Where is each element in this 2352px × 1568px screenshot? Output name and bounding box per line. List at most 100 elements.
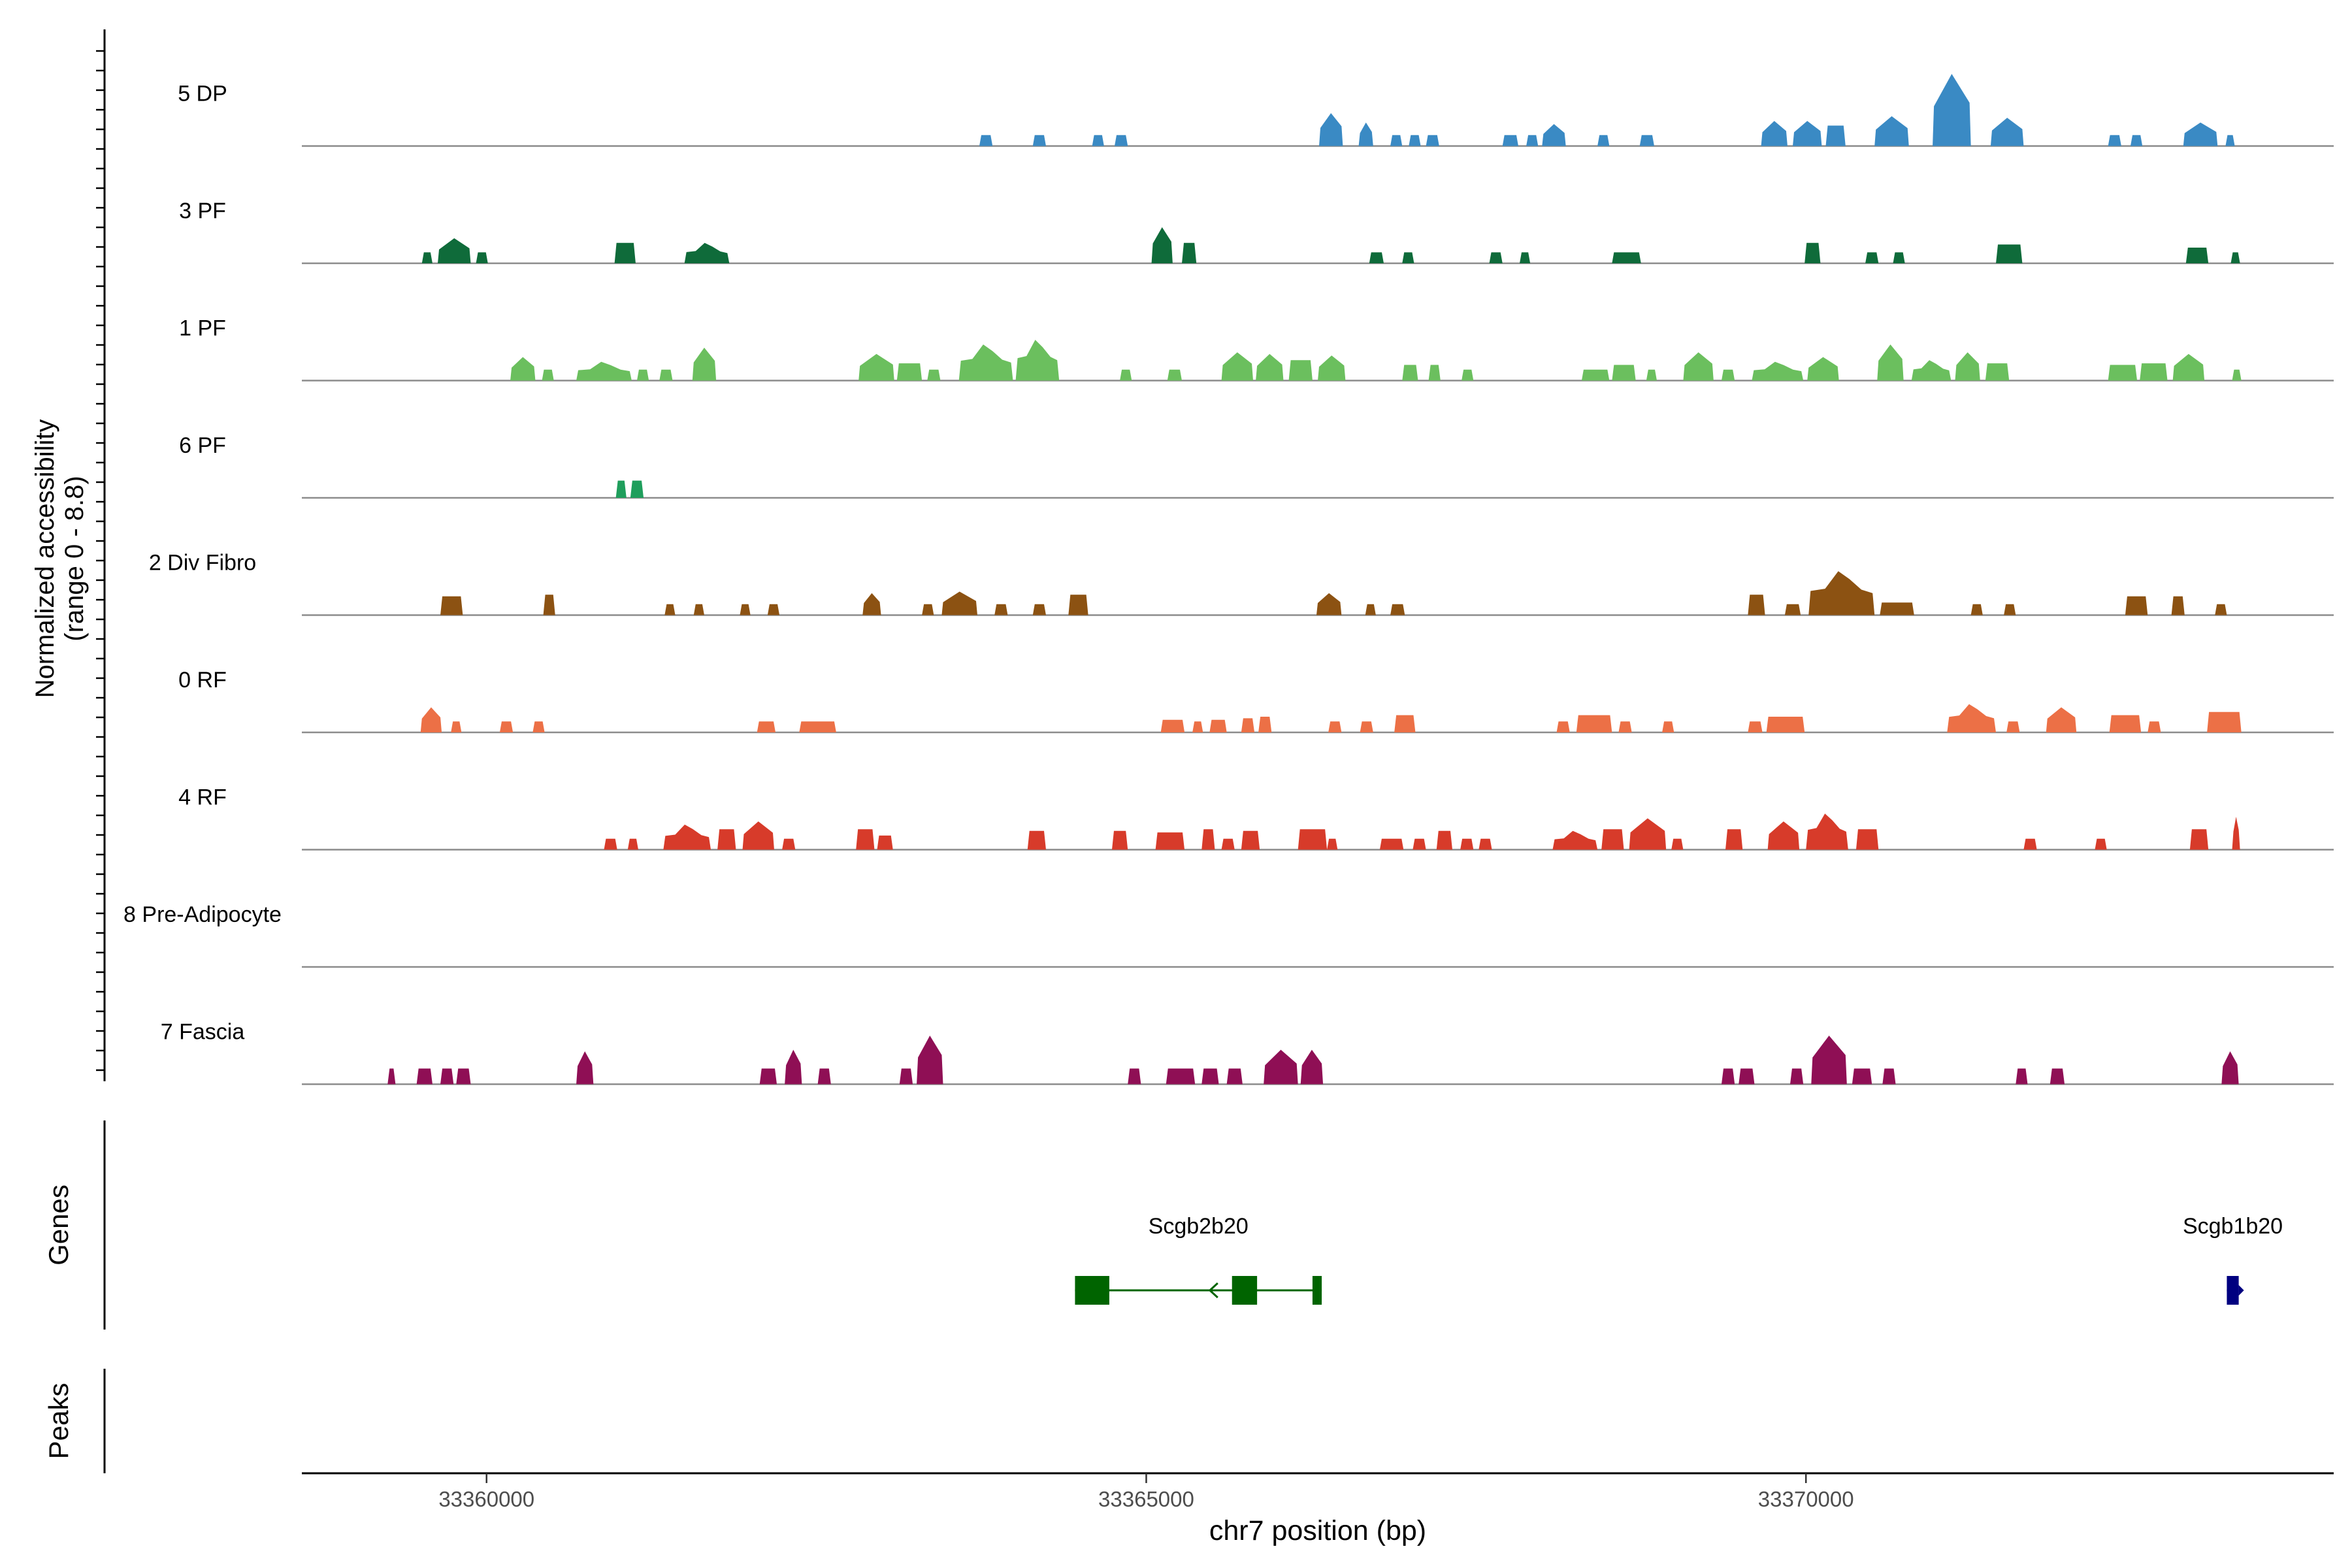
coverage-peak	[1766, 717, 1805, 732]
coverage-peak	[1618, 721, 1632, 732]
coverage-peak	[2172, 353, 2205, 381]
coverage-peak	[1721, 369, 1735, 381]
coverage-peak	[1167, 369, 1182, 381]
coverage-peak	[994, 604, 1008, 615]
coverage-peak	[1115, 135, 1128, 146]
track-7-fascia: 7 Fascia	[161, 1020, 2334, 1085]
coverage-peak	[1970, 604, 1983, 615]
coverage-peak	[1793, 121, 1822, 146]
coverage-peak	[499, 721, 514, 732]
coverage-peak	[1256, 353, 1284, 381]
coverage-peak	[476, 252, 488, 263]
coverage-peak	[1209, 719, 1227, 732]
coverage-peak	[1784, 604, 1801, 615]
coverage-peak	[1369, 252, 1384, 263]
coverage-peak	[1027, 830, 1046, 850]
coverage-peak	[1015, 340, 1060, 381]
coverage-peak	[542, 369, 554, 381]
coverage-peak	[1319, 113, 1343, 146]
coverage-peak	[1155, 832, 1185, 850]
coverage-peak	[785, 1049, 802, 1085]
coverage-peak	[2232, 369, 2242, 381]
coverage-peak	[420, 707, 442, 732]
coverage-peak	[663, 825, 711, 850]
track-label: 3 PF	[179, 199, 226, 223]
track-6-pf: 6 PF	[179, 433, 2334, 499]
coverage-peak	[1181, 242, 1197, 263]
coverage-peak	[1111, 830, 1128, 850]
coverage-peak	[2016, 1068, 2028, 1085]
coverage-peak	[979, 135, 993, 146]
coverage-peak	[1955, 352, 1980, 381]
coverage-peak	[877, 835, 893, 850]
peaks-panel-label: Peaks	[43, 1383, 74, 1460]
gene-annotations: Scgb2b20 Scgb1b20	[1075, 1214, 2283, 1305]
coverage-peak	[1226, 1068, 1243, 1085]
coverage-peak	[604, 838, 617, 850]
coverage-peak	[1739, 1068, 1755, 1085]
coverage-peak	[1264, 1049, 1298, 1085]
coverage-peak	[438, 238, 471, 263]
coverage-peak	[1855, 829, 1879, 850]
coverage-peak	[2004, 604, 2016, 615]
coverage-peak	[1612, 252, 1641, 263]
coverage-peak	[2215, 604, 2227, 615]
coverage-peak	[1542, 123, 1566, 146]
coverage-peak	[1807, 357, 1839, 381]
track-8-pre-adipocyte: 8 Pre-Adipocyte	[123, 902, 2334, 968]
gene-exon	[1075, 1276, 1109, 1305]
coverage-peak	[742, 821, 774, 850]
coverage-peak	[757, 721, 776, 732]
track-label: 7 Fascia	[161, 1020, 245, 1045]
coverage-peak	[1462, 369, 1474, 381]
coverage-peak	[1725, 829, 1743, 850]
gene-exon	[2227, 1276, 2239, 1305]
coverage-peak	[958, 344, 1013, 381]
coverage-peak	[1402, 365, 1418, 381]
coverage-peak	[2171, 596, 2185, 615]
coverage-peak	[614, 242, 636, 263]
coverage-peak	[2148, 721, 2161, 732]
coverage-peak	[1358, 122, 1373, 146]
coverage-peak	[1288, 360, 1313, 381]
track-label: 4 RF	[178, 785, 227, 810]
coverage-peak	[1166, 1068, 1196, 1085]
coverage-peak	[1581, 369, 1610, 381]
coverage-peak	[1258, 717, 1272, 732]
coverage-peak	[759, 1068, 777, 1085]
coverage-peak	[1748, 721, 1763, 732]
coverage-peak	[576, 361, 632, 381]
coverage-peak	[1032, 604, 1046, 615]
coverage-peak	[941, 591, 977, 615]
coverage-peak	[1365, 604, 1376, 615]
coverage-peak	[1721, 1068, 1735, 1085]
coverage-peak	[1390, 135, 1403, 146]
coverage-peak	[2225, 135, 2235, 146]
coverage-peak	[1478, 838, 1492, 850]
genes-panel-label: Genes	[43, 1184, 74, 1266]
coverage-peak	[717, 829, 736, 850]
coverage-peak	[1990, 118, 2024, 146]
coverage-peak	[1808, 571, 1875, 615]
coverage-peak	[1160, 719, 1185, 732]
coverage-peak	[1221, 352, 1254, 381]
coverage-peak	[1852, 1068, 1872, 1085]
coverage-peak	[1092, 135, 1104, 146]
coverage-peak	[2185, 248, 2209, 263]
coverage-peak	[532, 721, 545, 732]
gene-exon	[1312, 1276, 1322, 1305]
track-label: 0 RF	[178, 668, 227, 693]
coverage-peak	[1806, 813, 1848, 850]
gene-label: Scgb2b20	[1149, 1214, 1249, 1239]
coverage-peak	[1911, 360, 1952, 381]
coverage-peak	[1328, 721, 1342, 732]
coverage-peak	[1597, 135, 1610, 146]
coverage-peak	[1893, 252, 1905, 263]
coverage-peak	[2221, 1051, 2239, 1085]
coverage-peak	[1489, 252, 1503, 263]
coverage-peak	[1519, 252, 1531, 263]
coverage-peak	[740, 604, 751, 615]
coverage-peak	[1683, 352, 1714, 381]
coverage-peak	[1576, 715, 1612, 732]
coverage-peak	[1752, 361, 1804, 381]
